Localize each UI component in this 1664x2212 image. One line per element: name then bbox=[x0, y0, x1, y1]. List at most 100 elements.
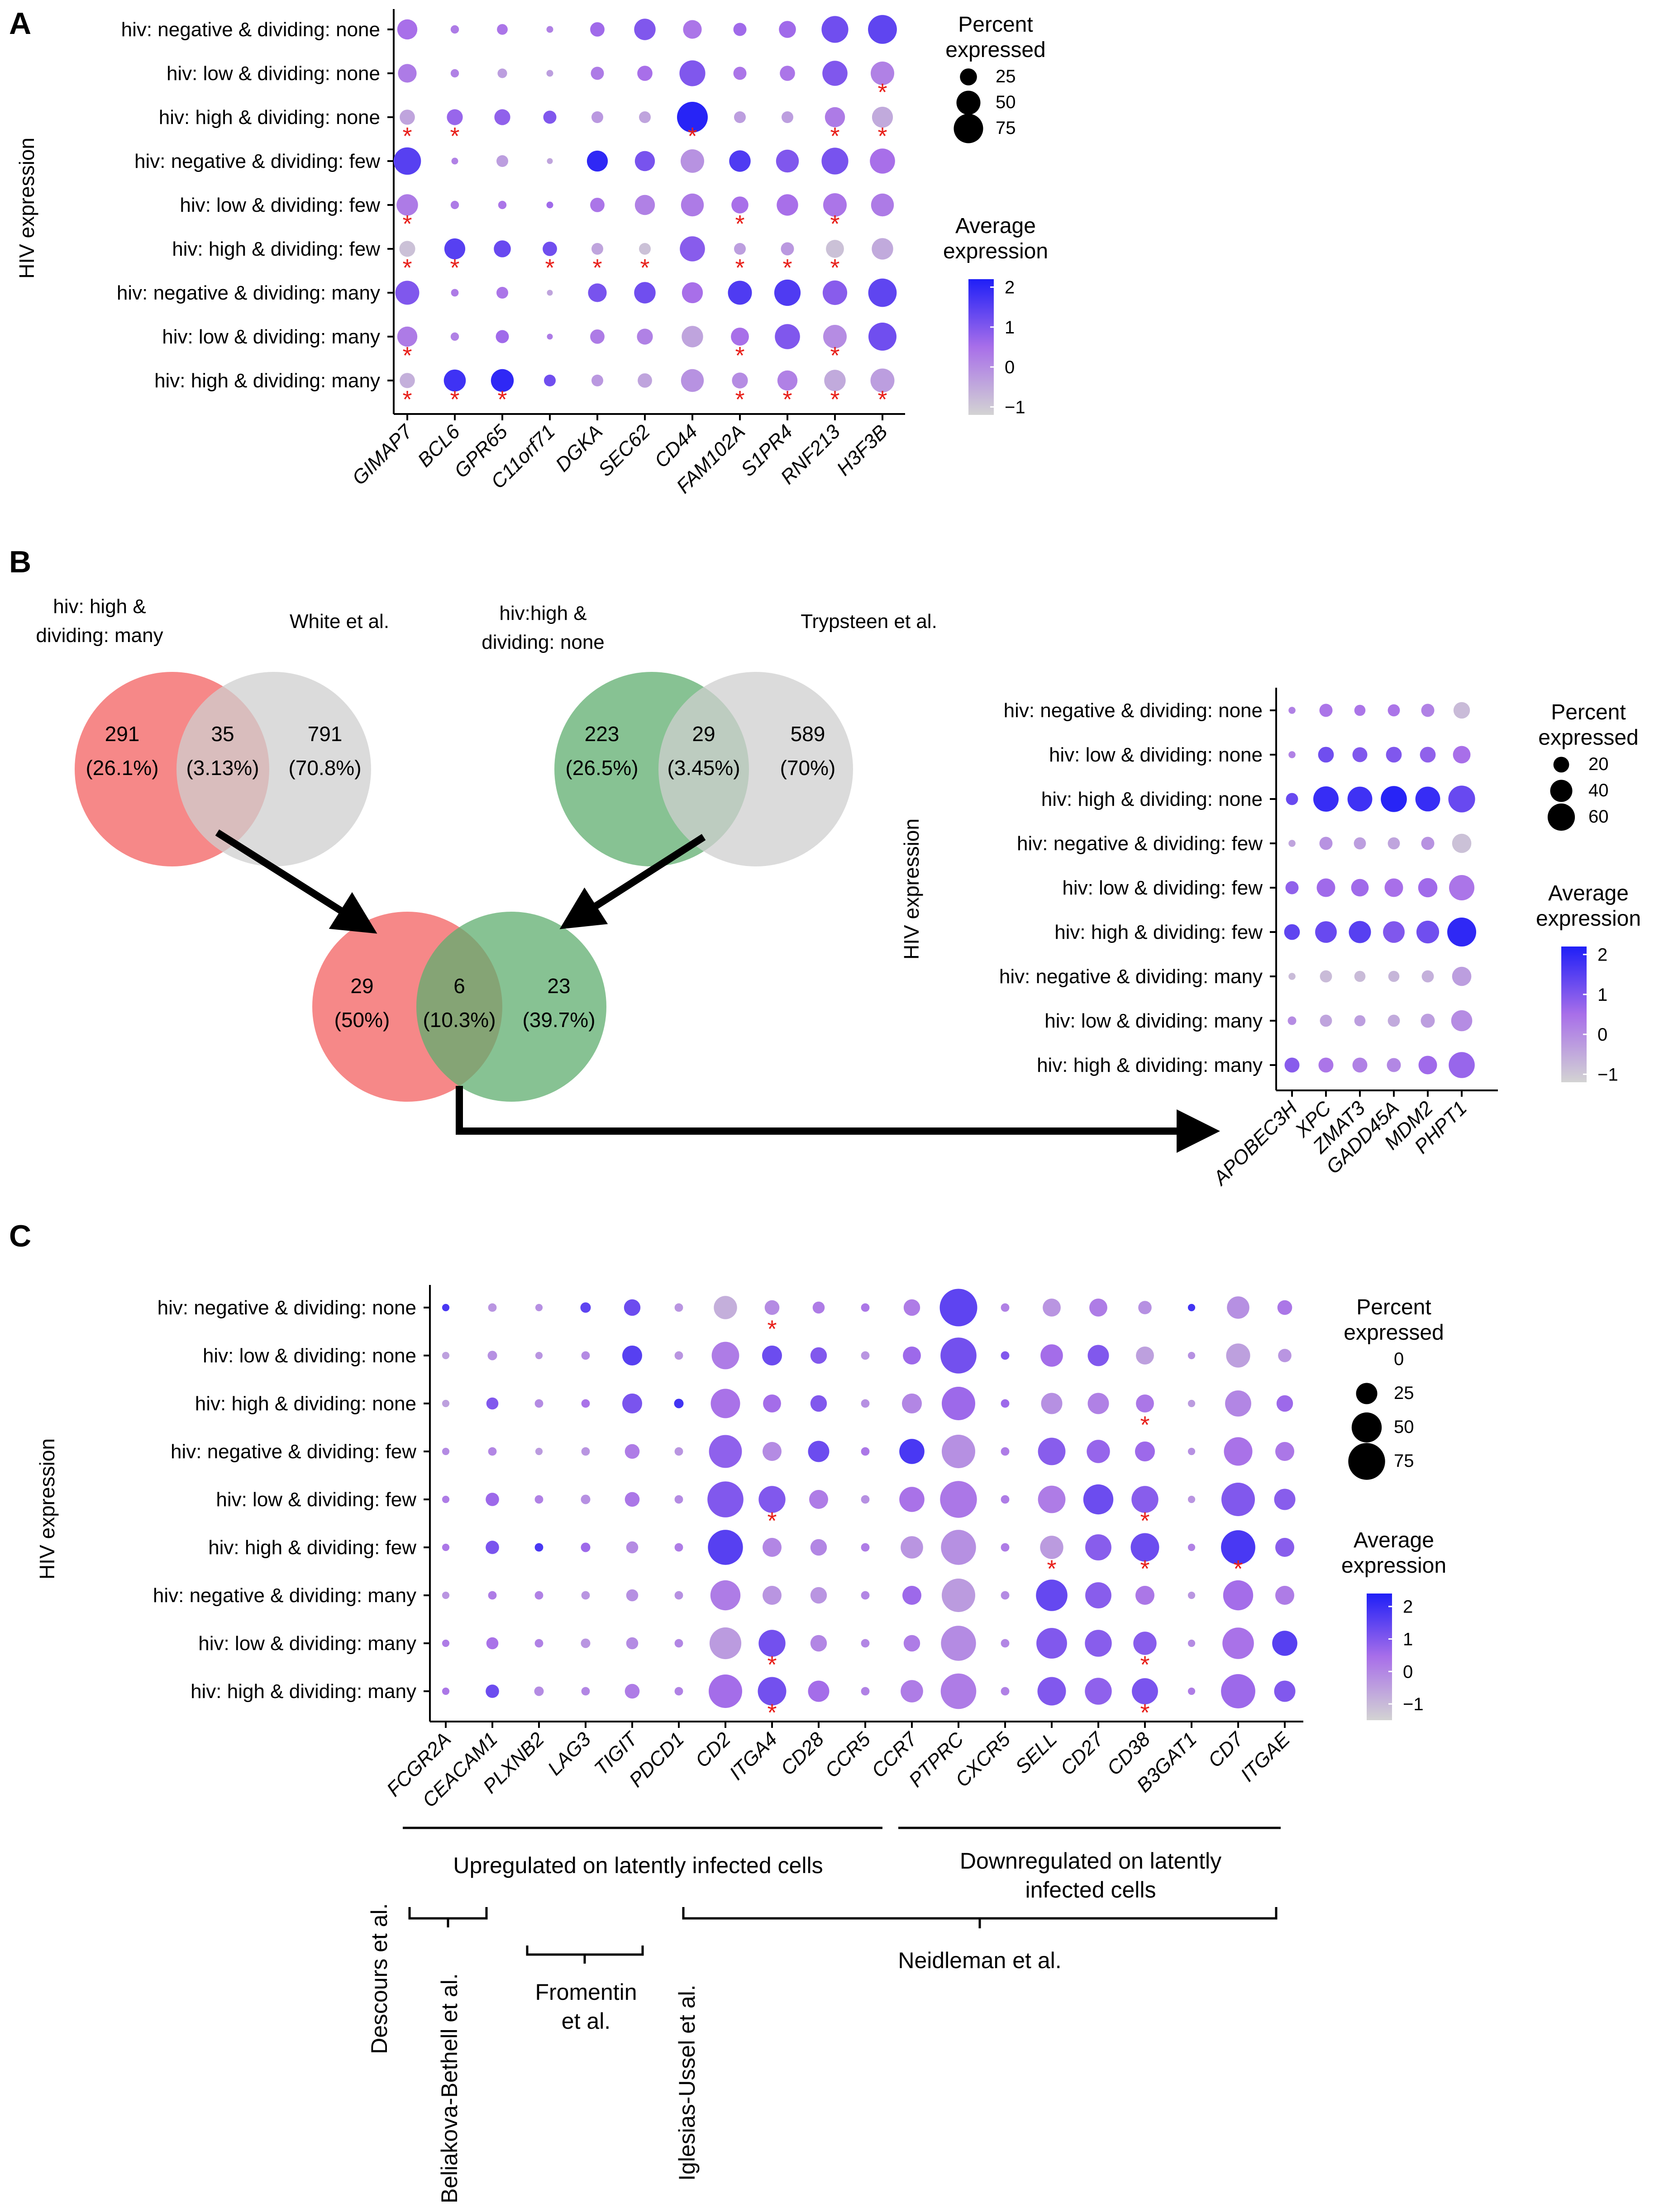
significance-star: * bbox=[767, 1699, 777, 1727]
venn-bottom: 29 (50%) 6 (10.3%) 23 (39.7%) bbox=[312, 912, 606, 1102]
neidleman-label: Neidleman et al. bbox=[898, 1948, 1061, 1973]
dot bbox=[1085, 1582, 1111, 1608]
venn-bottom-only-a: 29 bbox=[350, 974, 373, 998]
size-legend-title: Percent expressed bbox=[945, 13, 1045, 62]
significance-star: * bbox=[402, 342, 412, 369]
dot bbox=[581, 1542, 591, 1552]
dot bbox=[624, 1299, 641, 1316]
color-legend-title: Average expression bbox=[943, 214, 1048, 263]
size-legend-dot bbox=[1553, 756, 1569, 773]
venn-left-label-b: White et al. bbox=[290, 610, 389, 633]
dot bbox=[674, 1303, 683, 1312]
dot bbox=[1449, 875, 1474, 900]
colorbar bbox=[1561, 947, 1587, 1082]
colorbar-label: 2 bbox=[1403, 1597, 1413, 1617]
dot bbox=[674, 1351, 683, 1360]
dot bbox=[734, 111, 746, 123]
y-axis-title: HIV expression bbox=[35, 1438, 59, 1579]
dot bbox=[398, 64, 417, 83]
venn-bottom-both-pct: (10.3%) bbox=[423, 1008, 496, 1032]
dot bbox=[1288, 751, 1296, 758]
dot bbox=[674, 1447, 683, 1456]
arrow-left-to-bottom bbox=[215, 829, 377, 934]
up-label: Upregulated on latently infected cells bbox=[453, 1853, 823, 1878]
dot bbox=[903, 1299, 920, 1316]
dot bbox=[546, 26, 553, 33]
dot bbox=[1001, 1639, 1010, 1648]
significance-star: * bbox=[1140, 1508, 1149, 1535]
dot bbox=[1319, 704, 1333, 717]
dot bbox=[822, 61, 848, 86]
dot bbox=[729, 150, 751, 172]
dot bbox=[681, 193, 704, 217]
dot bbox=[634, 282, 656, 304]
colorbar-label: 2 bbox=[1005, 278, 1015, 298]
dot bbox=[588, 283, 607, 302]
dot bbox=[679, 60, 706, 86]
row-label: hiv: high & dividing: few bbox=[208, 1537, 416, 1559]
panel-label-a: A bbox=[9, 6, 31, 41]
panel-c-annotations bbox=[403, 1827, 1281, 1964]
gene-label: SEC62 bbox=[594, 420, 654, 480]
size-legend-label: 50 bbox=[996, 92, 1016, 112]
colorbar bbox=[1367, 1594, 1392, 1720]
significance-star: * bbox=[877, 386, 887, 413]
dot bbox=[942, 1387, 975, 1420]
dot bbox=[711, 1341, 739, 1370]
dot bbox=[534, 1399, 544, 1408]
dot bbox=[1288, 840, 1296, 847]
dot bbox=[674, 1639, 683, 1648]
dot bbox=[1384, 878, 1403, 897]
row-label: hiv: low & dividing: few bbox=[180, 194, 380, 216]
row-label: hiv: low & dividing: many bbox=[162, 326, 380, 348]
dot bbox=[486, 1493, 499, 1506]
row-label: hiv: high & dividing: few bbox=[1054, 921, 1263, 943]
dot bbox=[781, 242, 794, 256]
dot bbox=[591, 67, 604, 80]
dot bbox=[861, 1495, 870, 1504]
dot bbox=[451, 289, 459, 297]
dot bbox=[871, 62, 894, 85]
dot bbox=[1276, 1395, 1293, 1412]
dot bbox=[397, 326, 418, 347]
venn-bottom-only-b: 23 bbox=[547, 974, 570, 998]
dot bbox=[1083, 1484, 1114, 1515]
dot bbox=[868, 278, 897, 307]
dot bbox=[823, 193, 847, 217]
colorbar-label: −1 bbox=[1597, 1065, 1618, 1085]
row-label: hiv: high & dividing: many bbox=[1037, 1054, 1263, 1076]
dot bbox=[544, 375, 556, 386]
dot bbox=[491, 369, 514, 392]
dot bbox=[1135, 1586, 1154, 1605]
significance-star: * bbox=[877, 79, 887, 106]
dot bbox=[543, 242, 557, 256]
size-legend-label: 20 bbox=[1588, 754, 1609, 774]
size-legend-label: 25 bbox=[996, 67, 1016, 86]
dot bbox=[939, 1289, 977, 1327]
dot bbox=[763, 1442, 782, 1461]
dot bbox=[1187, 1351, 1196, 1360]
dot bbox=[1421, 970, 1434, 983]
venn-bottom-only-b-pct: (39.7%) bbox=[522, 1008, 595, 1032]
dot bbox=[581, 1591, 590, 1600]
size-legend-label: 25 bbox=[1394, 1383, 1414, 1403]
row-label: hiv: negative & dividing: few bbox=[1017, 832, 1263, 855]
venn-left-label-a: hiv: high & dividing: many bbox=[36, 595, 163, 647]
dot bbox=[1449, 1052, 1475, 1078]
venn-bottom-set-b bbox=[416, 912, 606, 1102]
gene-label: CD27 bbox=[1056, 1727, 1108, 1779]
dot bbox=[1452, 966, 1472, 986]
dot bbox=[639, 111, 651, 123]
dot bbox=[1272, 1631, 1297, 1656]
colorbar-label: 0 bbox=[1005, 357, 1015, 377]
dot bbox=[450, 69, 459, 78]
down-label: Downregulated on latently infected cells bbox=[960, 1848, 1221, 1903]
row-label: hiv: high & dividing: none bbox=[195, 1393, 416, 1415]
dot bbox=[1420, 747, 1436, 763]
dot bbox=[546, 201, 553, 209]
dot bbox=[901, 1680, 923, 1703]
dot bbox=[871, 193, 894, 217]
dot bbox=[1284, 924, 1300, 940]
dot bbox=[547, 158, 553, 164]
